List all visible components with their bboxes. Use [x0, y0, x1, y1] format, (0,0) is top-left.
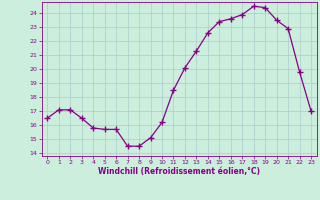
X-axis label: Windchill (Refroidissement éolien,°C): Windchill (Refroidissement éolien,°C) [98, 167, 260, 176]
